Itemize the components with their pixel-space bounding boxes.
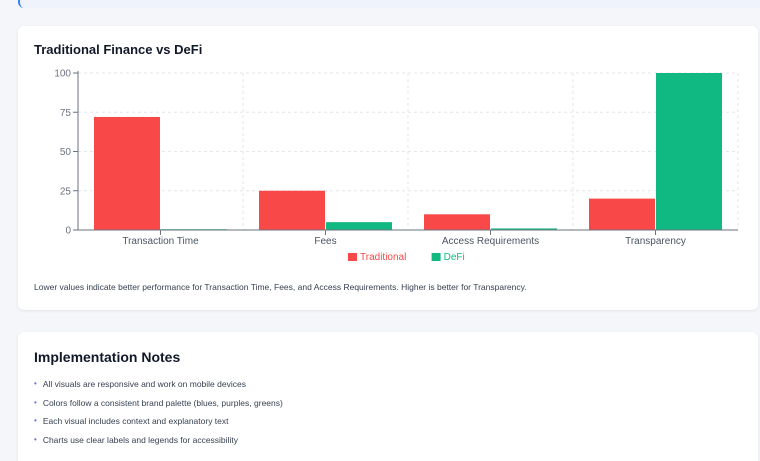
x-tick-label: Access Requirements (442, 236, 539, 247)
legend-swatch-traditional (348, 253, 357, 261)
bar-defi (491, 228, 557, 230)
legend-swatch-defi (431, 253, 441, 261)
bar-traditional (94, 116, 160, 230)
y-tick-label: 50 (60, 147, 72, 158)
x-tick-label: Fees (314, 236, 336, 247)
note-item: • Colors follow a consistent brand palett… (34, 397, 283, 408)
y-tick-label: 25 (60, 186, 72, 197)
y-tick-label: 100 (54, 69, 71, 80)
bullet-icon: • (34, 397, 37, 407)
legend-label-defi: DeFi (444, 252, 465, 263)
bar-defi (326, 222, 392, 230)
bullet-icon: • (34, 434, 37, 444)
note-item: • Each visual includes context and explan… (34, 416, 229, 426)
bullet-icon: • (34, 416, 37, 425)
bar-chart: 0 25 50 75 100 Transaction Time Fees Access Req… (54, 69, 739, 263)
y-tick-label: 0 (65, 226, 71, 237)
note-item: • Charts use clear labels and legends for… (34, 434, 238, 445)
note-item: • All visuals are responsive and work on … (34, 379, 246, 389)
legend-label-traditional: Traditional (360, 252, 406, 263)
chart-caption: Lower values indicate better performance… (34, 282, 527, 292)
y-tick-label: 75 (60, 108, 72, 119)
bar-traditional (424, 214, 490, 230)
x-tick-label: Transparency (625, 236, 686, 247)
x-tick-label: Transaction Time (122, 236, 199, 247)
previous-section-edge (18, 0, 760, 8)
implementation-notes-card: Implementation Notes • All visuals are re… (18, 332, 758, 461)
chart-title: Traditional Finance vs DeFi (34, 42, 203, 57)
notes-list: • All visuals are responsive and work on … (34, 378, 283, 452)
chart-card: 0 25 50 75 100 Transaction Time Fees Access Req… (18, 26, 758, 310)
bullet-icon: • (34, 379, 37, 388)
notes-title: Implementation Notes (34, 349, 181, 365)
bar-traditional (589, 198, 655, 230)
bar-defi (656, 73, 722, 230)
bar-traditional (259, 190, 325, 230)
